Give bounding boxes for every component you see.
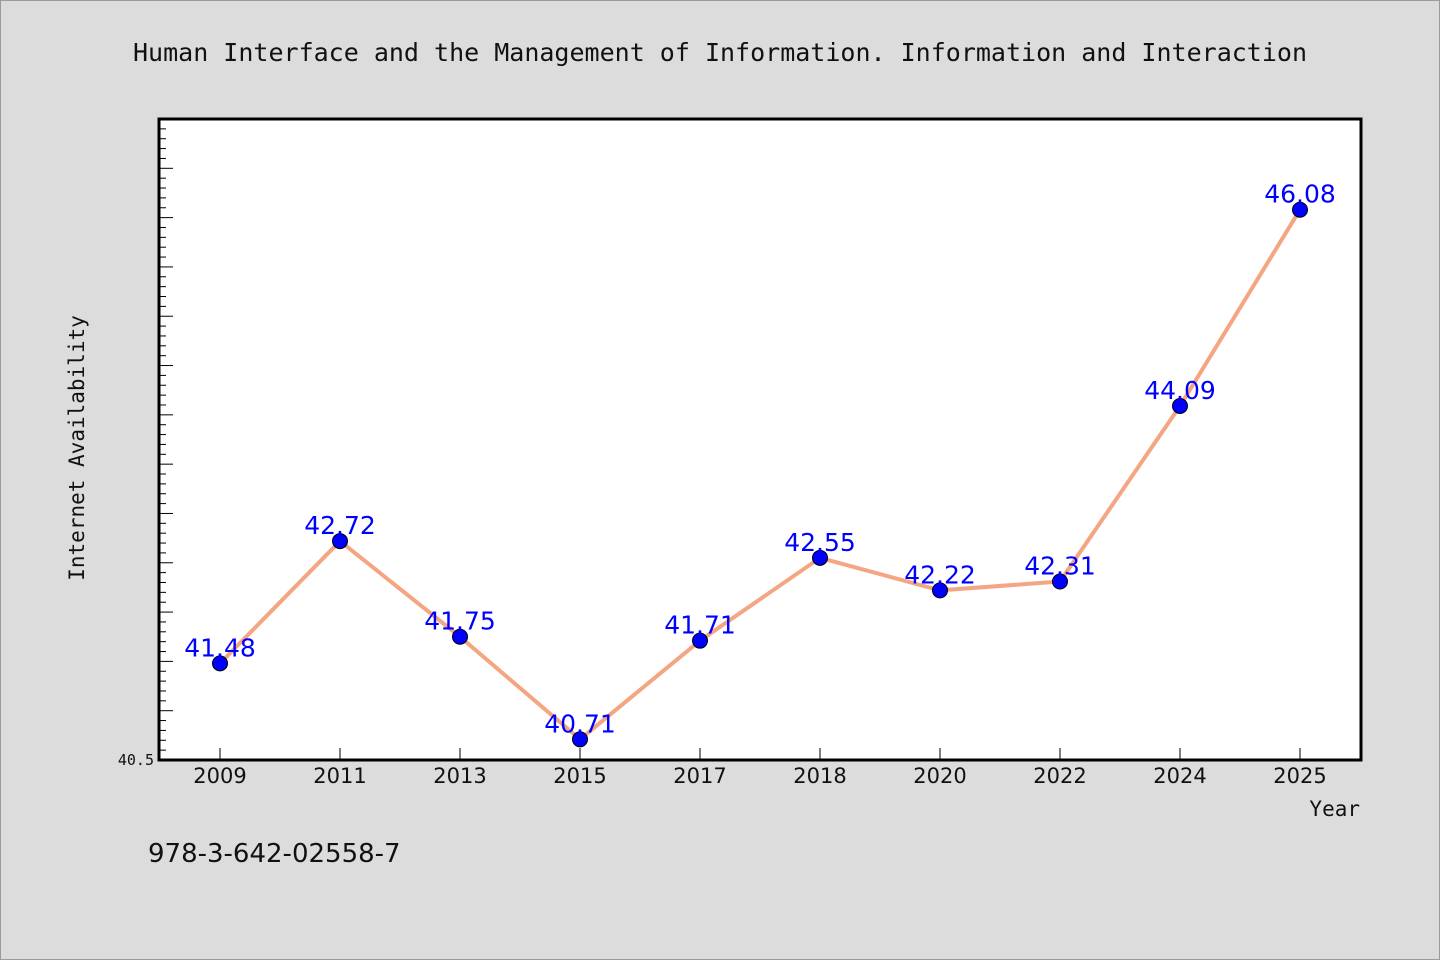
data-label: 42.22	[904, 560, 976, 589]
x-tick-label: 2024	[1153, 764, 1206, 788]
x-tick-label: 2020	[913, 764, 966, 788]
data-point	[572, 731, 588, 748]
data-point	[1172, 397, 1188, 414]
series-line	[218, 207, 1302, 742]
y-axis-ticks: 40.5	[118, 128, 173, 769]
data-point	[692, 632, 708, 649]
data-label: 41.48	[184, 633, 256, 662]
data-label: 41.75	[424, 607, 496, 636]
series-group: 41.48 42.72 41.75 40.71 41.71 42.55 42.22 42.31…	[184, 180, 1336, 748]
isbn-text: 978-3-642-02558-7	[148, 839, 401, 869]
data-label: 40.71	[544, 709, 616, 738]
y-axis-label: Internet Availability	[65, 315, 89, 581]
x-tick-label: 2018	[793, 764, 846, 788]
data-point	[332, 533, 348, 550]
data-point	[1292, 201, 1308, 218]
x-axis-ticks: 2009 2011 2013 2015 2017 2018 2020 2022 2024 2025	[193, 748, 1327, 788]
data-point	[812, 549, 828, 566]
data-point	[1052, 573, 1068, 590]
x-axis-label: Year	[1309, 797, 1360, 821]
x-tick-label: 2013	[433, 764, 486, 788]
x-tick-label: 2011	[313, 764, 366, 788]
x-tick-label: 2025	[1273, 764, 1326, 788]
data-point	[212, 655, 228, 672]
x-tick-label: 2015	[553, 764, 606, 788]
data-label: 41.71	[664, 611, 736, 640]
data-point	[932, 582, 948, 599]
data-label: 46.08	[1264, 180, 1336, 209]
data-label: 42.72	[304, 511, 376, 540]
y-tick-label: 40.5	[118, 751, 154, 769]
x-tick-label: 2022	[1033, 764, 1086, 788]
x-tick-label: 2009	[193, 764, 246, 788]
data-label: 44.09	[1144, 376, 1216, 405]
data-label: 42.31	[1024, 552, 1096, 581]
data-point	[452, 628, 468, 645]
plot-area	[157, 117, 1363, 762]
chart-title: Human Interface and the Management of In…	[133, 38, 1307, 67]
x-tick-label: 2017	[673, 764, 726, 788]
data-label: 42.55	[784, 528, 856, 557]
